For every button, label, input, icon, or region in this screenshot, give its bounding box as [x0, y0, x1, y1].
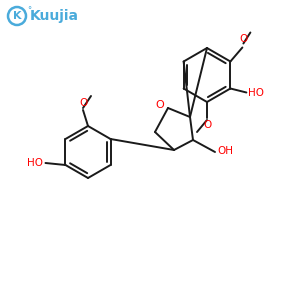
Text: HO: HO — [248, 88, 264, 98]
Text: O: O — [79, 98, 87, 108]
Text: °: ° — [27, 7, 31, 16]
Text: O: O — [203, 120, 211, 130]
Text: OH: OH — [217, 146, 233, 156]
Text: K: K — [13, 11, 21, 21]
Text: Kuujia: Kuujia — [30, 9, 79, 23]
Text: HO: HO — [28, 158, 43, 168]
Text: O: O — [156, 100, 164, 110]
Text: O: O — [239, 34, 247, 44]
